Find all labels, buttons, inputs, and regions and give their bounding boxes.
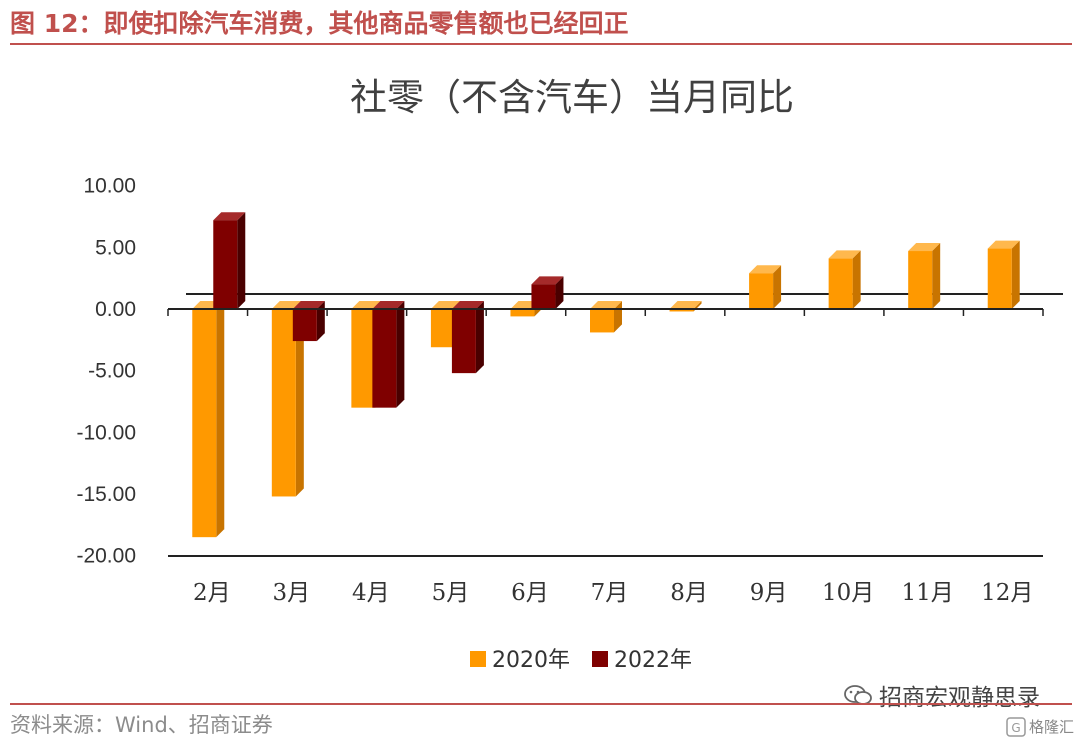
bar-2020 (271, 309, 296, 497)
bar-2020 (908, 251, 933, 309)
y-tick-label: 0.00 (95, 298, 136, 321)
bar-side-2020 (295, 301, 304, 497)
bar-2020 (669, 309, 694, 312)
chart-title: 社零（不含汽车）当月同比 (350, 76, 794, 119)
figure-title: 图 12：即使扣除汽车消费，其他商品零售额也已经回正 (10, 9, 629, 38)
bar-2022 (451, 309, 476, 374)
bar-2020 (828, 258, 853, 309)
x-tick-label: 10月 (822, 580, 874, 606)
legend-label: 2022年 (614, 648, 692, 673)
x-tick-label: 5月 (432, 580, 470, 606)
x-tick-label: 11月 (902, 580, 954, 606)
y-tick-label: -5.00 (88, 360, 136, 383)
bar-side-2022 (237, 212, 246, 309)
top-rule (10, 43, 1072, 45)
watermark: G 格隆汇 (1006, 716, 1074, 737)
legend-label: 2020年 (492, 648, 570, 673)
bar-top-2022 (531, 276, 564, 285)
y-tick-label: -15.00 (76, 483, 136, 506)
bar-top-2020 (908, 243, 941, 252)
legend-swatch-2022 (592, 651, 608, 667)
x-tick-label: 12月 (981, 580, 1033, 606)
bar-top-2022 (372, 301, 405, 309)
bar-2022 (292, 309, 317, 342)
bar-top-2020 (749, 265, 782, 274)
bar-2022 (531, 284, 556, 309)
bar-2022 (213, 220, 238, 309)
bar-side-2022 (316, 301, 325, 342)
y-tick-label: -10.00 (76, 421, 136, 444)
brand-label: 招商宏观静思录 (879, 685, 1040, 711)
x-tick-label: 8月 (670, 580, 708, 606)
legend-swatch-2020 (470, 651, 486, 667)
bar-top-2022 (292, 301, 325, 309)
bar-side-2020 (932, 243, 941, 309)
bar-top-2020 (669, 301, 702, 309)
bar-side-2020 (1011, 240, 1020, 309)
brand: 招商宏观静思录 (843, 678, 1040, 712)
bar-top-2020 (828, 250, 861, 259)
x-tick-label: 4月 (352, 580, 390, 606)
y-tick-label: 10.00 (83, 175, 136, 198)
bar-side-2020 (852, 250, 861, 309)
watermark-logo-icon: G (1006, 716, 1026, 737)
x-tick-label: 2月 (193, 580, 231, 606)
bar-2022 (372, 309, 397, 408)
bottom-rule (10, 703, 1072, 705)
bar-side-2022 (555, 276, 564, 309)
x-tick-label: 9月 (750, 580, 788, 606)
x-tick-label: 3月 (272, 580, 310, 606)
bar-2020 (510, 309, 535, 317)
x-tick-label: 7月 (591, 580, 629, 606)
bar-top-2020 (987, 240, 1020, 249)
bar-side-2022 (475, 301, 484, 374)
bar-side-2022 (396, 301, 405, 408)
bar-top-2022 (213, 212, 246, 221)
bar-2020 (351, 309, 376, 408)
bar-side-2020 (216, 301, 225, 538)
bar-2020 (987, 248, 1012, 309)
bar-top-2020 (590, 301, 622, 309)
y-tick-label: 5.00 (95, 236, 136, 259)
x-tick-label: 6月 (511, 580, 549, 606)
bar-2020 (430, 309, 455, 348)
bar-2020 (590, 309, 614, 333)
svg-text:G: G (1011, 721, 1020, 735)
bar-side-2020 (773, 265, 782, 309)
y-tick-label: -20.00 (76, 545, 136, 568)
source-note: 资料来源：Wind、招商证券 (10, 713, 273, 737)
bar-2020 (749, 273, 774, 309)
watermark-label: 格隆汇 (1028, 718, 1074, 736)
bar-2020 (192, 309, 217, 538)
chart: 社零（不含汽车）当月同比 10.00 5.00 0.00 -5.00 -10.00 -15.… (76, 76, 1063, 673)
bar-top-2022 (451, 301, 484, 309)
